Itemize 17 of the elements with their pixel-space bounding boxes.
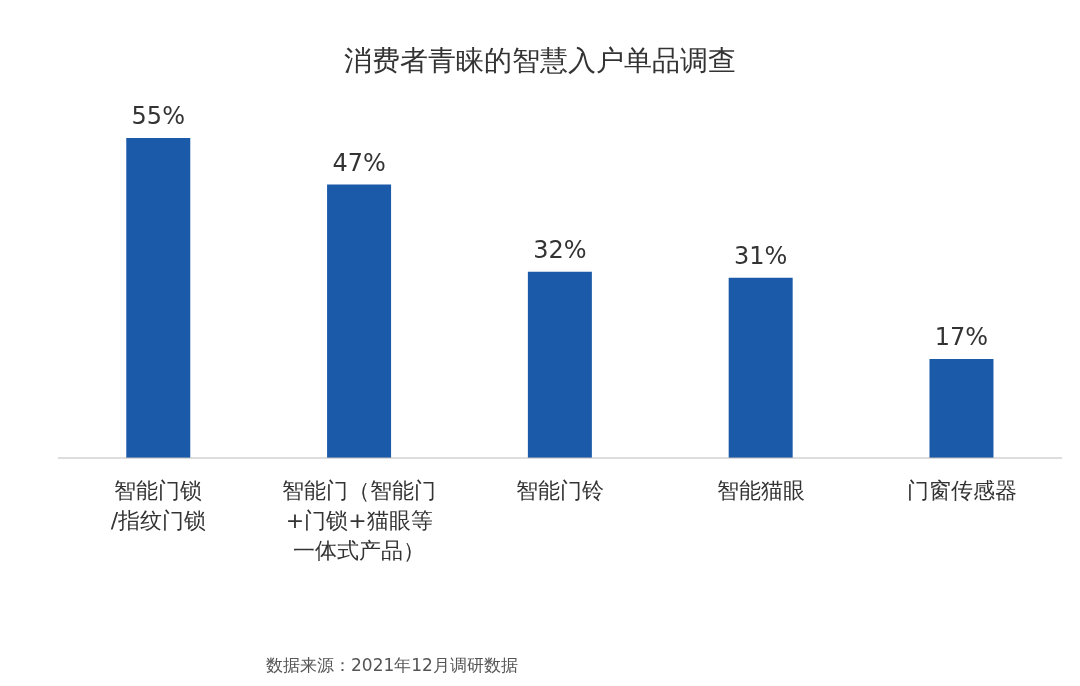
data-label: 17%	[934, 323, 989, 352]
bar	[728, 277, 793, 458]
x-tick-label: 门窗传感器	[906, 478, 1017, 503]
data-label: 31%	[734, 241, 788, 270]
source-note: 数据来源：2021年12月调研数据	[266, 654, 518, 677]
bar	[327, 184, 392, 458]
bar	[527, 271, 592, 458]
x-tick-label: 智能门铃	[516, 478, 604, 503]
data-label: 47%	[332, 148, 386, 177]
data-label: 55%	[131, 102, 185, 130]
x-tick-label: 智能猫眼	[716, 478, 805, 503]
bar	[126, 138, 191, 458]
x-tick-label: 智能门（智能门+门锁+猫眼等一体式产品）	[282, 478, 437, 563]
data-label: 32%	[533, 235, 587, 264]
x-tick-label: 智能门锁/指纹门锁	[110, 478, 207, 533]
chart-title: 消费者青睐的智慧入户单品调查	[343, 43, 737, 79]
bar	[929, 359, 994, 458]
